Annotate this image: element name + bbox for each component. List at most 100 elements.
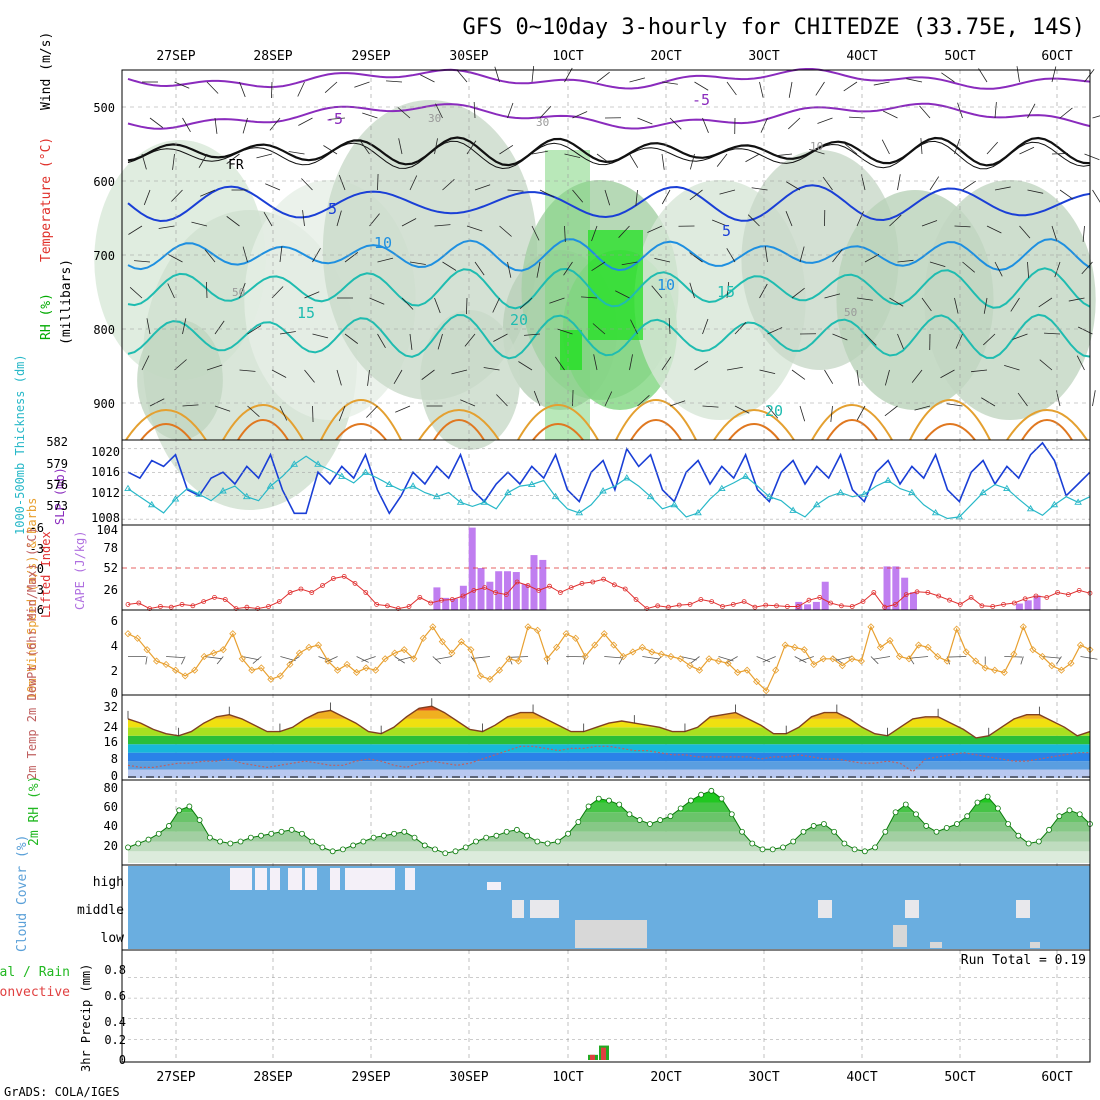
wind-barb-7-22 [864, 333, 877, 346]
ytick-slp-1012: 1012 [91, 486, 120, 500]
wind-barb-9-3 [247, 405, 260, 418]
wind-barb-0-7 [354, 81, 370, 88]
wind-barb-5-12 [536, 261, 541, 278]
isotherm-25-day9 [1006, 409, 1088, 441]
cloud-level-middle: middle [77, 903, 124, 918]
wind-barb-4-6 [336, 210, 342, 227]
wind10m-point-89 [972, 657, 980, 665]
wind-barb-5-8 [409, 261, 426, 265]
thickness-marker-60 [836, 488, 845, 496]
li-point-34 [493, 590, 498, 595]
cape-bar-43 [504, 571, 512, 610]
wind-barb-2-3 [226, 153, 240, 164]
rh-point-34 [473, 838, 479, 845]
wind10m-point-2 [143, 646, 151, 654]
li-point-42 [579, 581, 585, 586]
wind10m-barb-94 [1020, 656, 1024, 665]
isotherm-label-fr: FR [228, 158, 244, 173]
rh-point-57 [708, 787, 715, 794]
rh-point-2 [145, 836, 152, 843]
wind10m-point-69 [781, 641, 789, 649]
li-point-45 [612, 582, 617, 588]
date-top-2oct: 2OCT [650, 49, 681, 64]
wind10m-barb-70 [794, 656, 807, 663]
cape-bar-102 [1024, 600, 1032, 610]
wind-barb-3-21 [822, 176, 833, 191]
rh-point-13 [258, 832, 264, 839]
thickness-marker-6 [195, 490, 204, 497]
li-point-28 [428, 600, 434, 606]
li-point-70 [882, 604, 888, 610]
thickness-marker-54 [765, 492, 774, 500]
wind-barb-1-29 [1092, 115, 1100, 119]
rh-point-63 [769, 846, 776, 853]
wind10m-point-77 [857, 657, 865, 665]
rh-point-76 [902, 801, 909, 808]
li-point-17 [309, 590, 315, 595]
li-point-71 [893, 602, 898, 607]
wind-barb-8-4 [271, 369, 287, 378]
rh-point-7 [196, 817, 203, 823]
ylabel-rh: RH (%) [39, 293, 54, 340]
ytick-temp-32: 32 [104, 700, 118, 714]
wind-barb-8-27 [1004, 364, 1020, 371]
cloud-low-block-4 [1030, 942, 1040, 948]
rh-point-25 [380, 832, 387, 839]
wind10m-point-86 [943, 657, 951, 665]
wind10m-barb-14 [252, 656, 262, 664]
wind-barb-7-25 [955, 333, 963, 349]
rh-point-41 [544, 840, 551, 847]
ytick-precip-0.2: 0.2 [104, 1033, 126, 1047]
wind-barb-3-29 [1092, 189, 1100, 203]
rh-point-69 [831, 828, 838, 835]
li-point-13 [266, 604, 271, 609]
cloud-mid-block-5 [1016, 900, 1030, 918]
wind-barb-8-20 [791, 369, 806, 380]
wind-barb-1-1 [182, 117, 191, 133]
wind-barb-6-13 [549, 297, 565, 304]
ylabel-precip: 3hr Precip (mm) [79, 964, 93, 1072]
cape-bar-77 [804, 604, 812, 610]
thickness-marker-66 [908, 488, 916, 496]
wind-barb-9-21 [830, 405, 833, 422]
rh-point-1 [135, 840, 142, 847]
wind10m-barb-58 [680, 656, 697, 661]
wind10m-point-35 [457, 638, 465, 646]
wind10m-point-37 [476, 672, 484, 680]
wind10m-point-30 [410, 655, 418, 663]
li-point-86 [1055, 590, 1060, 595]
li-point-76 [947, 597, 952, 603]
wind-barb-4-4 [263, 211, 273, 227]
wind10m-point-36 [467, 646, 475, 654]
li-point-44 [601, 576, 606, 582]
rh-point-86 [1005, 821, 1012, 827]
wind10m-point-10 [219, 646, 227, 654]
rh-point-32 [452, 848, 459, 855]
rh-point-37 [503, 828, 510, 835]
wind10m-point-22 [333, 666, 342, 674]
wind10m-point-12 [238, 655, 246, 663]
rh-point-66 [800, 828, 807, 835]
wind-barb-3-8 [409, 175, 418, 191]
wind-barb-1-10 [473, 102, 476, 119]
wind-barb-6-12 [519, 297, 533, 310]
wind10m-point-94 [1019, 623, 1027, 631]
rh-point-35 [483, 834, 490, 841]
wind-barb-8-0 [141, 355, 150, 371]
wind10m-point-45 [553, 643, 561, 651]
li-point-14 [276, 599, 282, 604]
wind-barb-8-25 [940, 369, 955, 379]
wind-barb-9-18 [734, 405, 750, 414]
cloud-high-block-6 [345, 868, 395, 890]
wind-barb-0-19 [759, 81, 764, 98]
ytick-precip-0.6: 0.6 [104, 989, 126, 1003]
ytick-thk-576: 576 [46, 478, 68, 492]
rh-point-77 [913, 811, 919, 818]
wind-barb-1-28 [1059, 107, 1073, 119]
cape-bar-47 [539, 559, 547, 610]
wind-barb-3-6 [338, 174, 346, 191]
wind-barb-9-13 [572, 389, 574, 407]
thickness-marker-46 [670, 500, 679, 508]
wind10m-barb-10 [216, 656, 224, 665]
wind-barb-2-16 [661, 153, 665, 170]
